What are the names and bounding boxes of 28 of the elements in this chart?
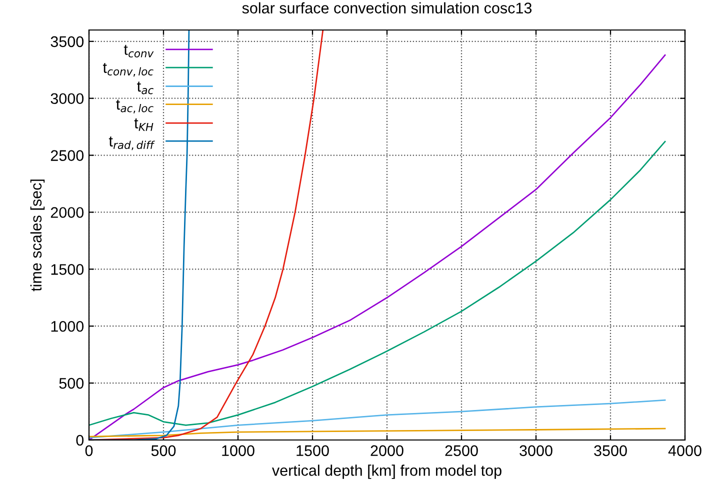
x-tick-label: 3000 bbox=[520, 445, 552, 456]
x-tick-label: 2000 bbox=[370, 445, 404, 456]
y-axis-title: time scales [sec] bbox=[30, 180, 45, 292]
legend-label: t$_{ac,loc}$ bbox=[116, 100, 154, 114]
y-tick-label: 0 bbox=[76, 434, 84, 446]
x-tick-label: 2500 bbox=[445, 445, 478, 456]
x-tick-label: 1000 bbox=[222, 445, 254, 456]
y-tick-label: 2000 bbox=[50, 207, 84, 218]
legend-label: t$_{conv}$ bbox=[124, 44, 154, 58]
x-tick-label: 4000 bbox=[668, 445, 702, 456]
y-tick-label: 1000 bbox=[51, 320, 84, 332]
y-tick-label: 1500 bbox=[51, 264, 84, 275]
legend-label: t$_{rad,diff}$ bbox=[108, 136, 155, 150]
x-tick-label: 1500 bbox=[296, 445, 329, 456]
x-tick-label: 500 bbox=[151, 445, 176, 456]
line-series bbox=[89, 399, 666, 438]
y-tick-label: 3500 bbox=[50, 36, 84, 48]
legend-label: t$_{conv,loc}$ bbox=[102, 62, 154, 77]
y-tick-label: 2500 bbox=[50, 150, 84, 161]
x-tick-label: 3500 bbox=[594, 445, 627, 456]
x-tick-label: 0 bbox=[85, 445, 93, 456]
legend-label: t$_{KH}$ bbox=[134, 118, 154, 131]
y-tick-label: 3000 bbox=[50, 93, 84, 104]
chart-title: solar surface convection simulation cosc13 bbox=[242, 2, 532, 14]
line-series bbox=[89, 428, 666, 438]
x-axis-title: vertical depth [km] from model top bbox=[272, 464, 502, 479]
y-tick-label: 500 bbox=[59, 378, 84, 389]
legend-label: t$_{ac}$ bbox=[137, 82, 154, 94]
